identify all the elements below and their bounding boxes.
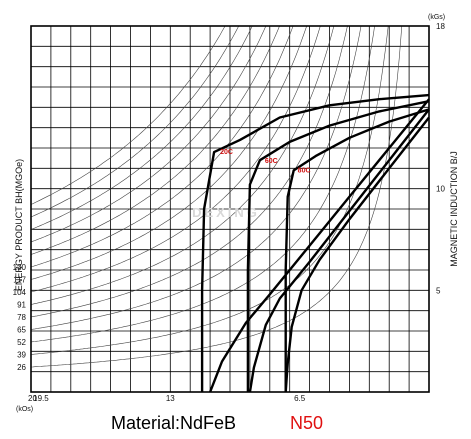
x-tick-label: 13 — [166, 394, 175, 403]
energy-product-curve — [30, 25, 321, 293]
curve-20C-j-curve — [200, 93, 430, 392]
bh-tick-label: 78 — [17, 313, 26, 322]
bh-tick-label: 130 — [13, 263, 27, 272]
material-label: Material:NdFeB — [111, 413, 236, 433]
curve-60C-j-curve — [246, 100, 430, 392]
energy-product-curve — [30, 25, 267, 243]
energy-product-curve — [30, 25, 362, 330]
curve-20C-b-curve — [208, 98, 430, 393]
grid — [31, 26, 429, 392]
bh-tick-label: 52 — [17, 338, 26, 347]
x-tick-label: 20 — [28, 394, 37, 403]
curve-60C-b-curve — [248, 108, 430, 393]
plot-frame — [30, 25, 430, 393]
energy-product-curve — [30, 25, 335, 305]
curve-80C-j-curve — [284, 108, 430, 392]
energy-product-curve — [30, 25, 239, 218]
x-tick-label: 19.5 — [33, 394, 49, 403]
left-axis-title: ENERGY PRODUCT BH(MGOe) — [14, 159, 24, 291]
demagnetization-curves: 20C 60C 80C — [200, 93, 430, 393]
energy-product-curve — [30, 25, 226, 205]
energy-product-curve — [30, 25, 253, 230]
temperature-label: 80C — [298, 167, 311, 174]
y-tick-label: 5 — [436, 286, 441, 295]
energy-product-curve — [30, 25, 389, 355]
grade-label: N50 — [290, 413, 323, 433]
temperature-label: 60C — [265, 158, 278, 165]
bh-tick-label: 26 — [17, 363, 26, 372]
bh-tick-label: 39 — [17, 351, 26, 360]
y-tick-label: 10 — [436, 185, 445, 194]
bh-tick-label: 65 — [17, 326, 26, 335]
right-axis-unit: (kGs) — [428, 14, 445, 21]
energy-product-curve — [30, 25, 294, 268]
x-tick-label: 6.5 — [294, 394, 306, 403]
bh-tick-label: 104 — [13, 288, 27, 297]
curve-80C-b-curve — [284, 116, 430, 393]
bh-tick-label: 91 — [17, 301, 26, 310]
energy-product-curve — [30, 25, 307, 280]
energy-product-curve — [30, 25, 280, 255]
energy-product-curve — [30, 26, 348, 318]
bottom-axis-unit: (kOs) — [16, 406, 33, 413]
right-axis-title: MAGNETIC INDUCTION B/J — [449, 151, 459, 267]
bh-tick-label: 117 — [13, 276, 26, 285]
temperature-label: 20C — [220, 149, 233, 156]
energy-product-curves — [30, 25, 403, 368]
energy-product-curve — [30, 25, 403, 368]
watermark: DEXING — [192, 205, 260, 220]
y-tick-label: 18 — [436, 22, 445, 31]
